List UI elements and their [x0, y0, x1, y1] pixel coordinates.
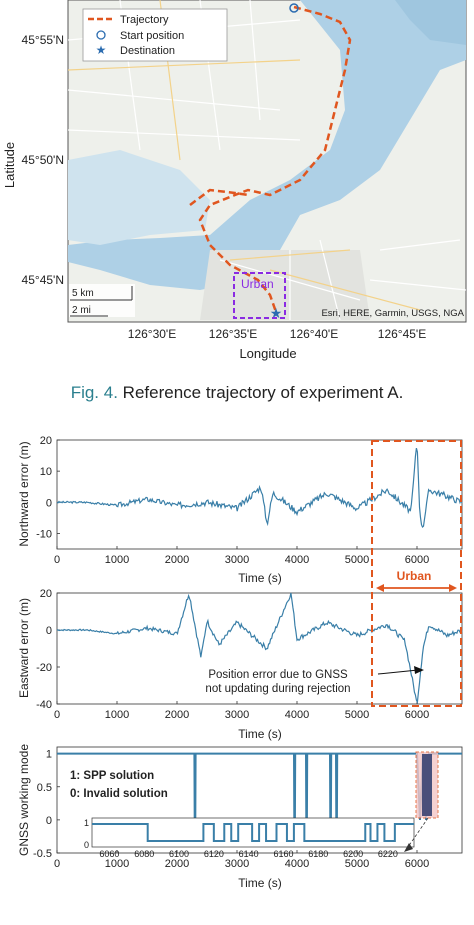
legend-trajectory: Trajectory	[120, 14, 169, 26]
lake-water	[395, 0, 466, 45]
map-ylabel: Latitude	[2, 142, 17, 188]
xtick-label: 4000	[285, 858, 309, 870]
map-legend: Trajectory Start position ★ Destination	[82, 8, 228, 62]
ytick-label: -40	[36, 699, 52, 711]
xtick-label: 2000	[165, 554, 189, 566]
svg-text:2 mi: 2 mi	[72, 305, 91, 316]
mode-inset: 1 0 6060 6080 6100 6120 6140 6160 6180 6200 6220	[84, 817, 415, 859]
inset-mode-series	[92, 823, 414, 842]
ytick-label: 1	[46, 749, 52, 761]
ytick-label: 0	[46, 625, 52, 637]
ytick-label: -20	[36, 662, 52, 674]
figure-caption: Fig. 4. Reference trajectory of experime…	[71, 383, 404, 402]
legend-start: Start position	[120, 30, 184, 42]
inset-xtick-label: 6160	[273, 849, 293, 859]
ytick-label: -10	[36, 528, 52, 540]
east-xlabel: Time (s)	[238, 727, 282, 741]
xtick-label: 3000	[225, 858, 249, 870]
svg-text:★: ★	[96, 43, 107, 57]
ytick-label: 0	[46, 497, 52, 509]
mode-ylabel: GNSS working mode	[17, 744, 31, 856]
lat-tick-1: 45°55'N	[22, 33, 64, 47]
mode-xlabel: Time (s)	[238, 876, 282, 890]
mode-legend-1: 1: SPP solution	[70, 770, 154, 782]
xtick-label: 0	[54, 858, 60, 870]
urban-box	[233, 272, 286, 319]
xtick-label: 6000	[405, 709, 429, 721]
xtick-label: 4000	[285, 554, 309, 566]
inset-xtick-label: 6120	[204, 849, 224, 859]
xtick-label: 3000	[225, 709, 249, 721]
lon-tick-3: 126°40'E	[290, 327, 338, 341]
scale-bar: 5 km 2 mi	[69, 284, 135, 317]
xtick-label: 5000	[345, 709, 369, 721]
ytick-label: -0.5	[33, 848, 52, 860]
east-error-series	[56, 592, 463, 705]
river-water	[68, 0, 466, 290]
inset-xtick-label: 6100	[169, 849, 189, 859]
north-xlabel: Time (s)	[238, 571, 282, 585]
xtick-label: 0	[54, 709, 60, 721]
urban-label: Urban	[241, 277, 274, 291]
river-branch	[68, 150, 210, 245]
lon-tick-4: 126°45'E	[378, 327, 426, 341]
xtick-label: 6000	[405, 554, 429, 566]
inset-xtick-label: 6200	[343, 849, 363, 859]
xtick-label: 1000	[105, 709, 129, 721]
xtick-label: 3000	[225, 554, 249, 566]
north-error-series	[56, 447, 463, 528]
lon-tick-1: 126°30'E	[128, 327, 176, 341]
inset-xtick-label: 6060	[99, 849, 119, 859]
inset-xtick-label: 6080	[134, 849, 154, 859]
roads	[67, 0, 467, 321]
legend-destination: Destination	[120, 45, 175, 57]
ytick-label: 10	[40, 466, 52, 478]
urban-region-marker: Urban	[371, 440, 462, 707]
mode-legend-box	[65, 763, 183, 805]
urban-block	[200, 250, 370, 320]
ytick-label: 0	[46, 815, 52, 827]
east-ylabel: Eastward error (m)	[17, 598, 31, 698]
ytick-label: 20	[40, 588, 52, 600]
lat-tick-3: 45°45'N	[22, 273, 64, 287]
inset-xtick-label: 6140	[239, 849, 259, 859]
map-panel: ★ Urban Trajectory Start position ★ Dest…	[2, 0, 467, 361]
xtick-label: 1000	[105, 858, 129, 870]
xtick-label: 1000	[105, 554, 129, 566]
east-annotation-1: Position error due to GNSS	[208, 669, 348, 681]
map-xlabel: Longitude	[239, 346, 296, 361]
ytick-label: 20	[40, 435, 52, 447]
xtick-label: 5000	[345, 554, 369, 566]
xtick-label: 6000	[405, 858, 429, 870]
trajectory-loop	[189, 188, 249, 206]
urban-marker-label: Urban	[397, 569, 432, 583]
svg-text:1: 1	[84, 818, 89, 828]
xtick-label: 2000	[165, 709, 189, 721]
mode-legend-2: 0: Invalid solution	[70, 788, 168, 800]
xtick-label: 0	[54, 554, 60, 566]
xtick-label: 4000	[285, 709, 309, 721]
lat-tick-2: 45°50'N	[22, 153, 64, 167]
trajectory-line	[198, 5, 352, 313]
lon-tick-2: 126°35'E	[209, 327, 257, 341]
xtick-label: 2000	[165, 858, 189, 870]
inset-xtick-label: 6180	[308, 849, 328, 859]
panel-north: 0 1000 2000 3000 4000 5000 6000 20 10 0 -10 Northw…	[17, 435, 463, 585]
panel-east: 0 1000 2000 3000 4000 5000 6000 20 0 -20 -40 Eastw…	[17, 588, 463, 741]
start-position-marker	[289, 3, 299, 13]
svg-text:5 km: 5 km	[72, 288, 94, 299]
east-annotation-2: not updating during rejection	[205, 683, 350, 695]
svg-text:0: 0	[84, 840, 89, 850]
north-ylabel: Northward error (m)	[17, 441, 31, 546]
inset-xtick-label: 6220	[378, 849, 398, 859]
ytick-label: 0.5	[37, 782, 52, 794]
xtick-label: 5000	[345, 858, 369, 870]
map-attribution: Esri, HERE, Garmin, USGS, NGA	[321, 308, 464, 319]
